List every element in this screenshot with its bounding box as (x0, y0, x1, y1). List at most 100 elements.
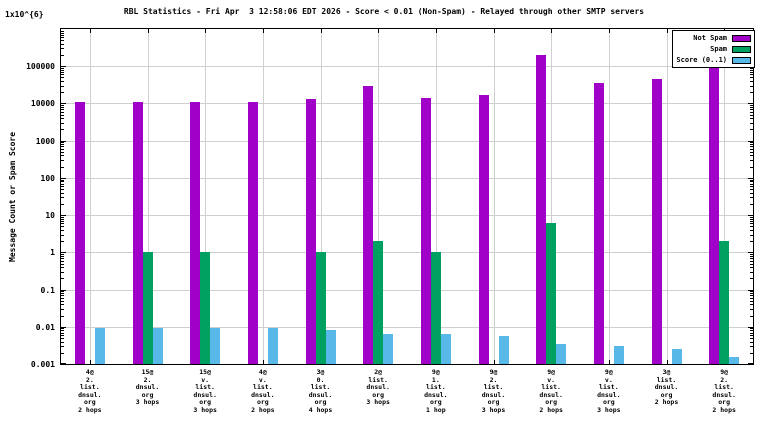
x-tick (89, 360, 91, 364)
y-minor-tick (61, 352, 64, 354)
y-minor-tick (750, 241, 753, 243)
bar-score-0-1 (267, 328, 278, 364)
h-gridline (61, 66, 753, 68)
y-minor-tick (750, 155, 753, 157)
legend-swatch (732, 45, 751, 53)
y-tick (61, 363, 66, 364)
y-minor-tick (750, 328, 753, 330)
y-tick (748, 326, 753, 328)
bar-score-0-1 (613, 346, 624, 364)
x-tick-label-line: list. (368, 375, 388, 384)
legend-row: Not Spam (676, 33, 751, 43)
bar-not-spam (190, 101, 201, 364)
y-minor-tick (61, 234, 64, 236)
x-tick-label-line: org (199, 398, 212, 406)
y-tick (748, 177, 753, 179)
y-tick-label: 10000 (30, 99, 55, 109)
x-tick-label-line: dnsul. (308, 390, 333, 399)
y-minor-tick (61, 197, 64, 199)
x-tick-label-line: 9@ (431, 368, 440, 376)
y-minor-tick (61, 144, 64, 146)
x-tick-label: 9@ 2. list. dnsul. org 2 hops (712, 368, 735, 414)
bar-spam (430, 252, 441, 364)
y-minor-tick (61, 341, 64, 343)
x-tick-label-line: 9@ (489, 368, 498, 376)
y-tick-label: 0.1 (40, 285, 55, 295)
v-gridline (205, 29, 207, 364)
x-tick-label-line: v. (258, 375, 267, 384)
chart-title: RBL Statistics - Fri Apr 3 12:58:06 EDT … (123, 7, 645, 16)
y-minor-tick (61, 92, 64, 94)
y-axis-top-label: 1x10^{6} (5, 10, 44, 19)
y-minor-tick (750, 267, 753, 269)
y-tick-label: 100 (40, 173, 55, 183)
bar-score-0-1 (94, 328, 105, 364)
x-tick-label-line: list. (253, 383, 273, 391)
y-minor-tick (61, 223, 64, 225)
y-minor-tick (61, 105, 64, 107)
x-tick (147, 29, 149, 33)
v-gridline (378, 29, 380, 364)
y-minor-tick (61, 192, 64, 194)
y-minor-tick (61, 295, 64, 297)
y-minor-tick (750, 258, 753, 260)
x-tick-label-line: v. (547, 375, 556, 384)
x-tick-label-line: org (314, 398, 327, 406)
x-tick-label-line: org (545, 398, 558, 406)
y-tick (61, 103, 66, 105)
x-tick-label-line: 3@ (316, 368, 325, 376)
x-tick-label-line: dnsul. (539, 390, 563, 399)
v-gridline (551, 29, 553, 364)
bar-not-spam (593, 83, 604, 364)
h-gridline (61, 215, 753, 217)
v-gridline (666, 29, 668, 364)
y-minor-tick (750, 144, 753, 146)
y-minor-tick (61, 255, 64, 257)
x-tick-label-line: org (602, 398, 615, 406)
y-minor-tick (750, 341, 753, 343)
y-minor-tick (61, 166, 64, 168)
y-minor-tick (750, 337, 753, 339)
y-tick (61, 289, 66, 291)
y-minor-tick (61, 37, 64, 39)
x-tick-label-line: list. (195, 383, 215, 391)
y-minor-tick (61, 74, 64, 76)
y-tick (61, 326, 66, 328)
y-minor-tick (750, 291, 753, 293)
y-minor-tick (61, 55, 64, 57)
y-minor-tick (61, 267, 64, 269)
y-minor-tick (61, 151, 64, 153)
bar-score-0-1 (671, 349, 682, 364)
bar-spam (315, 252, 326, 364)
x-tick-label-line: org (429, 398, 442, 406)
y-axis-label: Message Count or Spam Score (8, 131, 17, 262)
x-tick-label: 9@ v. list. dnsul. org 3 hops (597, 368, 620, 414)
y-minor-tick (750, 77, 753, 79)
y-minor-tick (61, 43, 64, 45)
h-gridline (61, 140, 753, 142)
x-tick-label-line: 2 hops (654, 398, 679, 406)
y-minor-tick (750, 186, 753, 188)
y-minor-tick (61, 271, 64, 273)
v-gridline (320, 29, 322, 364)
bar-not-spam (478, 94, 489, 364)
y-minor-tick (750, 146, 753, 148)
bar-not-spam (247, 101, 258, 364)
y-minor-tick (750, 181, 753, 183)
y-minor-tick (61, 148, 64, 150)
x-tick-label-line: 2. (489, 375, 498, 384)
y-minor-tick (61, 278, 64, 280)
x-tick (608, 360, 610, 364)
x-tick-label-line: 9@ (604, 368, 613, 376)
y-minor-tick (61, 226, 64, 228)
x-tick-label-line: org (256, 398, 269, 406)
bar-score-0-1 (325, 330, 336, 364)
bar-not-spam (709, 60, 720, 364)
y-minor-tick (750, 271, 753, 273)
y-tick (748, 103, 753, 105)
x-tick-label-line: org (372, 390, 385, 399)
v-gridline (435, 29, 437, 364)
y-minor-tick (750, 92, 753, 94)
y-minor-tick (61, 330, 64, 332)
x-tick (262, 29, 264, 33)
